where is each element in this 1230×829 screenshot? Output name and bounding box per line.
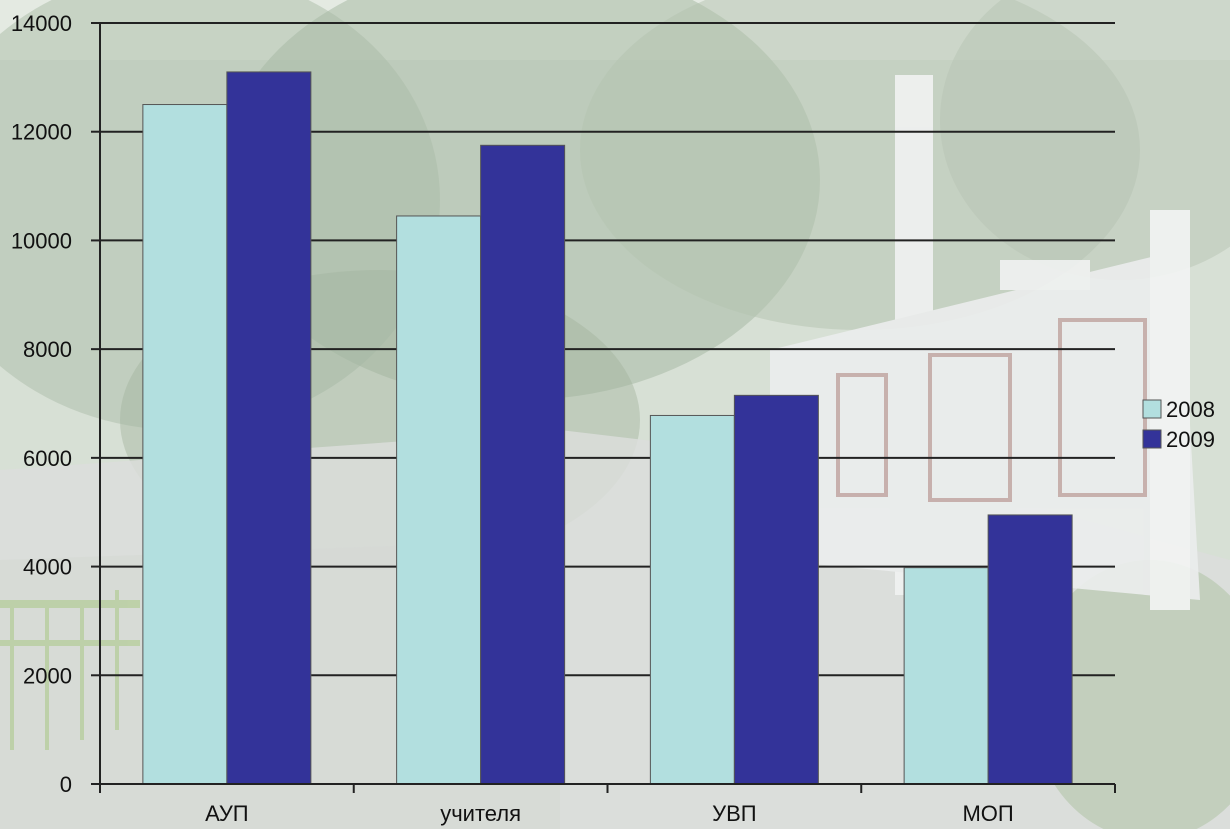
bar-2008-1 — [396, 215, 482, 785]
y-tick-label: 8000 — [23, 337, 72, 362]
legend: 2008 2009 — [1142, 397, 1215, 452]
bar-2008-0 — [142, 104, 228, 785]
bar-2009-2 — [733, 394, 819, 785]
bar-2009-0 — [226, 71, 312, 785]
legend-label: 2008 — [1166, 397, 1215, 422]
y-tick-label: 10000 — [11, 228, 72, 253]
legend-swatch-2008 — [1142, 399, 1162, 419]
axes: 0 2000 4000 6000 8000 10000 12000 14000 АУП учите… — [11, 11, 1116, 826]
x-category-label: учителя — [440, 801, 521, 826]
y-tick-label: 4000 — [23, 555, 72, 580]
y-tick-label: 2000 — [23, 663, 72, 688]
y-tick-label: 14000 — [11, 11, 72, 36]
x-category-label: МОП — [962, 801, 1013, 826]
bars — [142, 71, 1073, 785]
x-category-label: АУП — [205, 801, 249, 826]
x-category-label: УВП — [712, 801, 756, 826]
legend-swatch-2009 — [1142, 429, 1162, 449]
legend-label: 2009 — [1166, 427, 1215, 452]
y-tick-label: 0 — [60, 772, 72, 797]
bar-2008-3 — [903, 567, 989, 785]
y-tick-label: 12000 — [11, 120, 72, 145]
bar-2009-1 — [480, 144, 566, 785]
bar-2008-2 — [649, 414, 735, 785]
y-tick-label: 6000 — [23, 446, 72, 471]
bar-2009-3 — [987, 514, 1073, 785]
